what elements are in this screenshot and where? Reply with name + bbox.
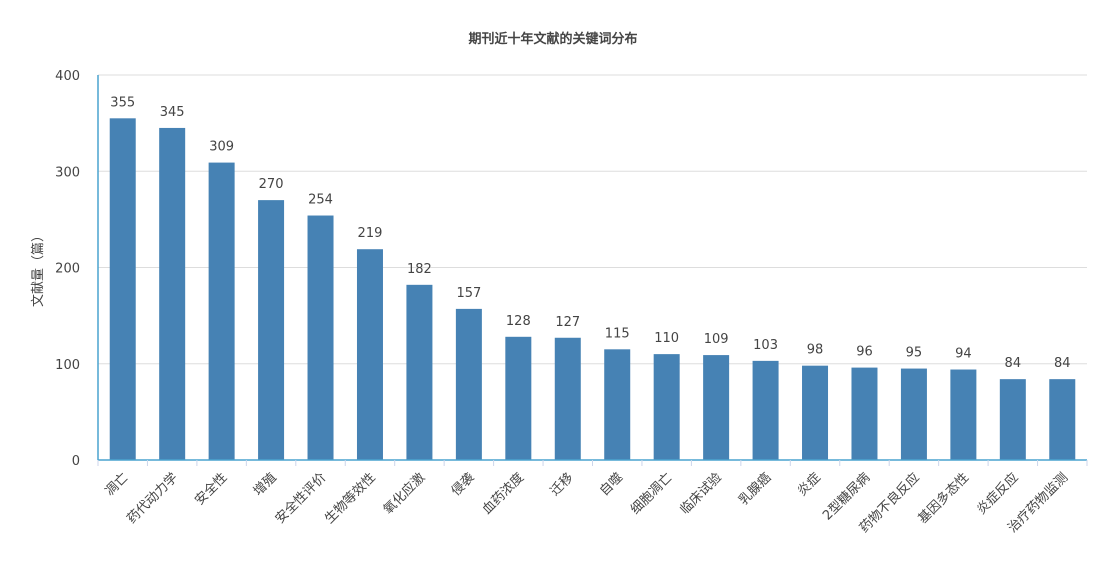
bar[interactable] xyxy=(159,127,186,460)
y-tick-label: 200 xyxy=(55,262,80,277)
x-tick-label: 2型糖尿病 xyxy=(819,470,873,524)
x-tick-label: 血药浓度 xyxy=(479,470,527,518)
y-axis-label: 文献量（篇） xyxy=(31,229,46,307)
bar[interactable] xyxy=(554,337,581,460)
gridlines xyxy=(98,74,1087,365)
bar[interactable] xyxy=(406,284,433,460)
data-label: 109 xyxy=(704,332,729,347)
data-label: 309 xyxy=(209,140,234,155)
bar[interactable] xyxy=(604,349,631,460)
data-label: 110 xyxy=(654,331,679,346)
data-label: 84 xyxy=(1054,356,1071,371)
data-label: 254 xyxy=(308,193,333,208)
y-tick-label: 0 xyxy=(72,454,80,469)
x-tick-label: 炎症 xyxy=(795,470,824,499)
x-tick-label: 自噬 xyxy=(597,470,626,499)
data-label: 84 xyxy=(1005,356,1022,371)
data-label: 270 xyxy=(259,177,284,192)
data-label: 95 xyxy=(906,346,923,361)
y-tick-label: 300 xyxy=(55,165,80,180)
x-tick-label: 药代动力学 xyxy=(124,470,181,527)
bars xyxy=(109,118,1076,460)
bar[interactable] xyxy=(900,368,927,460)
x-tick-label: 凋亡 xyxy=(103,470,132,499)
chart-title: 期刊近十年文献的关键词分布 xyxy=(468,31,637,47)
bar[interactable] xyxy=(109,118,136,460)
data-label: 355 xyxy=(110,95,135,110)
x-tick-label: 生物等效性 xyxy=(322,470,379,527)
x-tick-label: 安全性 xyxy=(192,470,231,509)
data-label: 96 xyxy=(856,345,873,360)
data-label: 94 xyxy=(955,347,972,362)
x-tick-label: 细胞凋亡 xyxy=(628,470,675,517)
data-label: 157 xyxy=(456,286,481,301)
x-tick-label: 基因多态性 xyxy=(915,470,972,527)
bar[interactable] xyxy=(653,354,680,460)
data-label: 98 xyxy=(807,343,824,358)
data-label: 219 xyxy=(358,226,383,241)
data-label: 103 xyxy=(753,338,778,353)
x-tick-label: 迁移 xyxy=(548,470,577,499)
bar[interactable] xyxy=(356,249,383,460)
y-tick-label: 400 xyxy=(55,69,80,84)
bar[interactable] xyxy=(703,355,730,460)
bar[interactable] xyxy=(505,336,532,460)
bar[interactable] xyxy=(307,215,334,460)
data-label: 127 xyxy=(555,315,580,330)
data-label: 115 xyxy=(605,326,630,341)
x-tick-label: 增殖 xyxy=(250,470,280,500)
bar[interactable] xyxy=(1049,379,1076,460)
data-label: 182 xyxy=(407,262,432,277)
data-label: 345 xyxy=(160,105,185,120)
x-tick-label: 安全性评价 xyxy=(272,470,329,527)
y-tick-label: 100 xyxy=(55,358,80,373)
bar[interactable] xyxy=(999,379,1026,460)
data-labels: 355 345 309 270 254 219 182 157 128 127 115 110 109 1… xyxy=(110,95,1070,371)
bar[interactable] xyxy=(455,308,482,460)
x-tick-label: 氧化应激 xyxy=(380,470,428,518)
bar[interactable] xyxy=(851,367,878,460)
data-label: 128 xyxy=(506,314,531,329)
bar[interactable] xyxy=(950,369,977,460)
x-tick-label: 乳腺癌 xyxy=(736,470,775,509)
bar[interactable] xyxy=(802,365,829,460)
bar[interactable] xyxy=(752,360,779,460)
bar[interactable] xyxy=(258,200,285,460)
bar[interactable] xyxy=(208,162,235,460)
x-tick-label: 炎症反应 xyxy=(974,470,1022,518)
x-tick-label: 临床试验 xyxy=(677,470,725,518)
y-axis-ticks: 0 100 200 300 400 xyxy=(55,69,80,469)
x-tick-label: 侵袭 xyxy=(448,470,478,500)
